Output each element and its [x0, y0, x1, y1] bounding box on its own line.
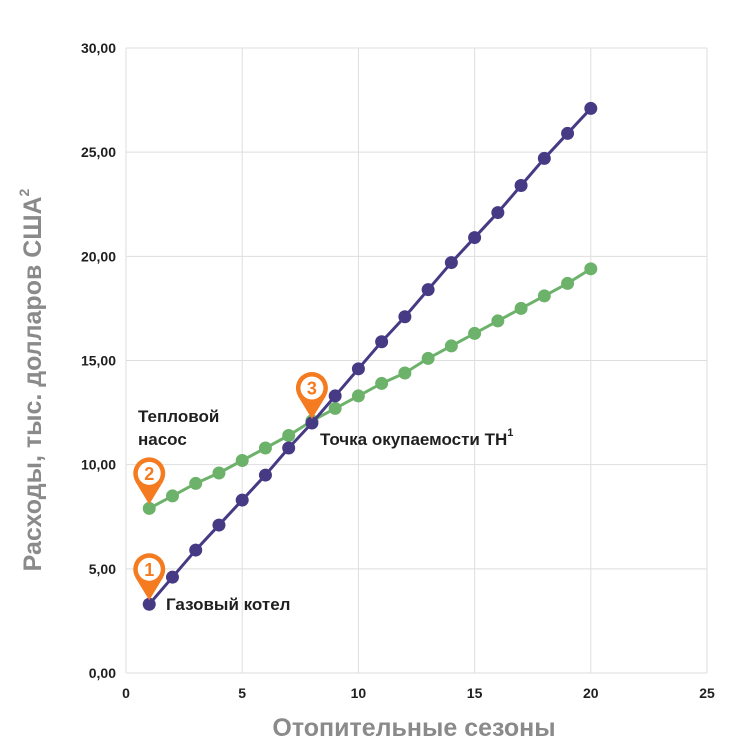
data-point [189, 543, 203, 557]
data-point [212, 466, 226, 480]
series-layer [142, 101, 598, 611]
series-gas-boiler [142, 101, 598, 611]
marker-pin-face [300, 376, 324, 400]
data-point [584, 262, 598, 276]
series-heat-pump [142, 262, 598, 515]
y-tick-label: 20,00 [81, 248, 116, 264]
data-point [537, 151, 551, 165]
annotation-payback-sup: 1 [507, 427, 513, 439]
data-point [561, 276, 575, 290]
data-point [351, 362, 365, 376]
marker-number: 2 [144, 464, 154, 484]
annotation-gas-boiler: Газовый котел [166, 595, 290, 614]
data-point [212, 518, 226, 532]
marker-pin-3: 3 [295, 372, 328, 419]
annotation-heat-pump-line2: насос [138, 430, 187, 449]
data-point [444, 256, 458, 270]
x-tick-label: 10 [351, 685, 367, 701]
data-point [142, 501, 156, 515]
data-point [491, 206, 505, 220]
data-point [584, 101, 598, 115]
data-point [537, 289, 551, 303]
x-axis-title: Отопительные сезоны [272, 714, 555, 742]
data-point [258, 441, 272, 455]
marker-pin-2: 2 [133, 457, 166, 505]
data-point [282, 429, 296, 442]
data-point [491, 314, 505, 328]
data-point [375, 335, 389, 349]
data-point [514, 179, 528, 192]
data-point [305, 416, 319, 430]
data-point [165, 489, 179, 503]
data-point [514, 301, 528, 315]
data-point [468, 326, 482, 340]
data-point [398, 310, 412, 324]
annotation-heat-pump-line1: Тепловой [138, 407, 219, 426]
data-point [561, 126, 575, 140]
data-point [282, 441, 296, 455]
marker-pin-face [137, 557, 161, 581]
y-tick-label: 10,00 [81, 457, 116, 473]
marker-layer: 1 2 3 [133, 372, 328, 601]
data-point [468, 231, 482, 245]
annotation-payback-text: Точка окупаемости ТН [320, 430, 507, 449]
data-point [398, 366, 412, 380]
marker-pin-face [137, 461, 161, 485]
grid [125, 47, 708, 674]
x-tick-label: 15 [467, 685, 483, 701]
x-tick-label: 0 [122, 685, 130, 701]
y-tick-label: 5,00 [89, 561, 116, 577]
x-tick-label: 5 [238, 685, 246, 701]
marker-pin-1: 1 [133, 553, 166, 601]
annotation-payback: Точка окупаемости ТН1 [320, 427, 513, 449]
data-point [165, 570, 179, 584]
ticks: 0 5 10 15 20 25 0,00 5,00 10,00 15,00 20,00 25,00 30… [81, 40, 715, 701]
data-point [375, 376, 389, 390]
data-point [235, 493, 249, 507]
data-point [235, 454, 249, 467]
data-point [444, 339, 458, 353]
y-tick-label: 15,00 [81, 353, 116, 369]
data-point [258, 468, 272, 482]
data-point [421, 283, 435, 297]
y-axis-title-text: Расходы, тыс. долларов США [19, 196, 47, 571]
y-axis-title-sup: 2 [16, 188, 32, 196]
data-point [351, 389, 365, 403]
y-axis-title: Расходы, тыс. долларов США2 [16, 188, 47, 571]
y-tick-label: 30,00 [81, 40, 116, 56]
data-point [328, 389, 342, 403]
y-tick-label: 0,00 [89, 665, 116, 681]
data-point [142, 597, 156, 611]
x-tick-label: 20 [583, 685, 599, 701]
data-point [328, 401, 342, 415]
data-point [189, 476, 203, 490]
marker-number: 3 [307, 379, 317, 399]
marker-number: 1 [144, 560, 154, 580]
data-point [421, 351, 435, 365]
y-tick-label: 25,00 [81, 144, 116, 160]
x-tick-label: 25 [699, 685, 715, 701]
